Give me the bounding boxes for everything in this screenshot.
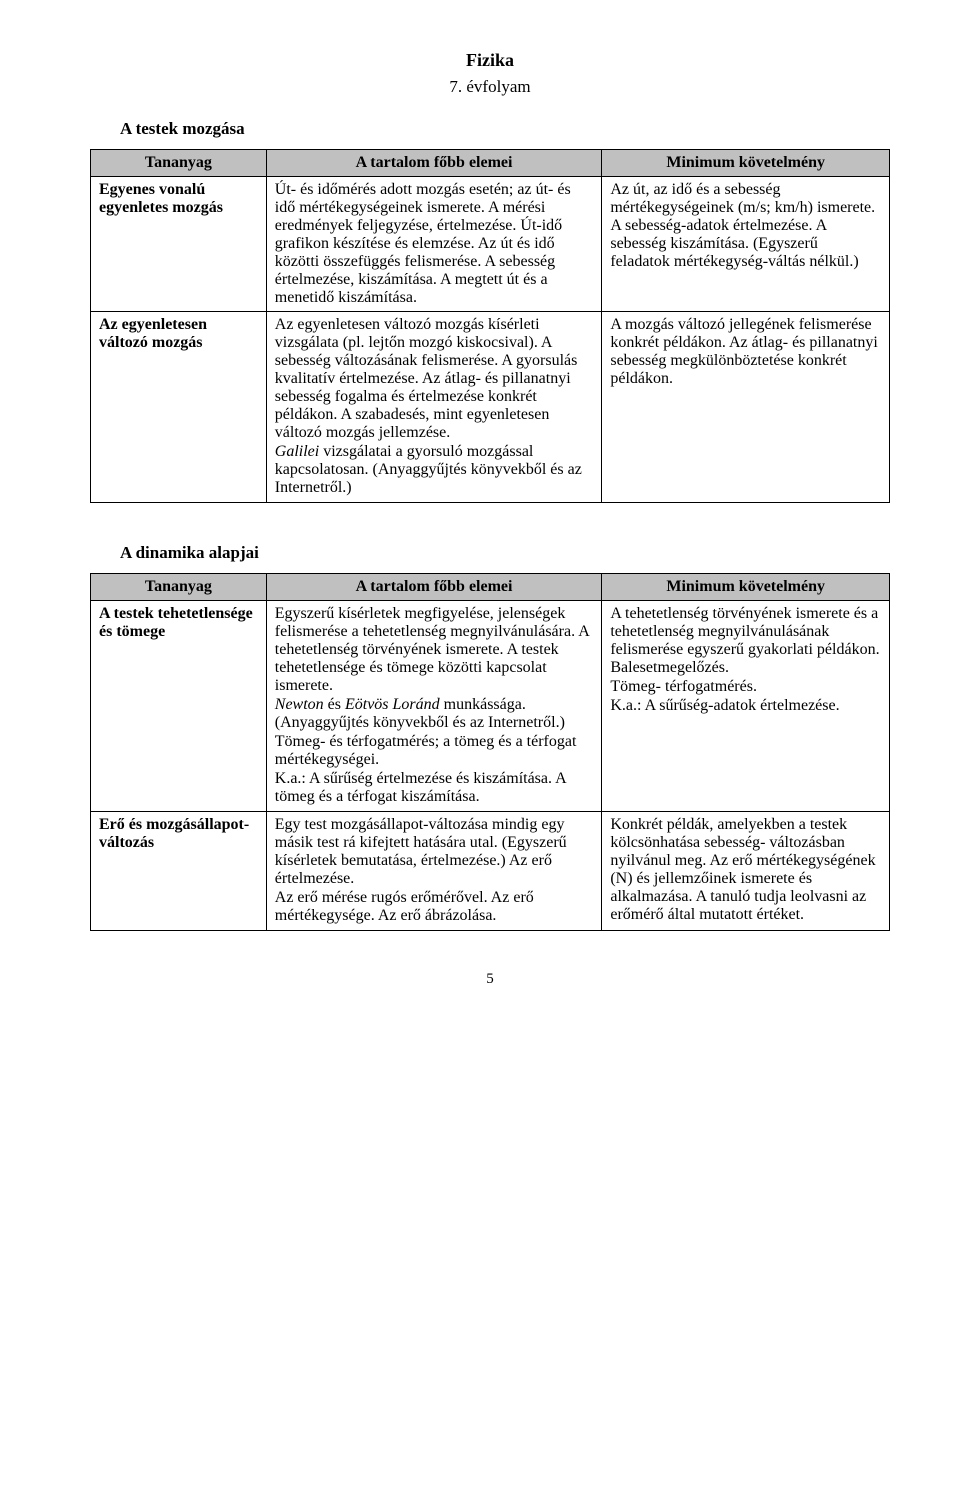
table-section1: Tananyag A tartalom főbb elemei Minimum … <box>90 149 890 503</box>
cell-tananyag: Az egyenletesen változó mozgás <box>91 312 267 503</box>
cell-text: Galilei vizsgálatai a gyorsuló mozgással… <box>275 443 594 497</box>
section1-heading: A testek mozgása <box>120 119 890 139</box>
table-header: Tananyag <box>91 150 267 177</box>
cell-text-span: és <box>324 696 345 713</box>
page-title: Fizika <box>90 50 890 71</box>
table-header: A tartalom főbb elemei <box>266 150 602 177</box>
table-row: Erő és mozgásállapot-változás Egy test m… <box>91 812 890 931</box>
italic-name: Newton <box>275 696 324 713</box>
cell-minimum: A mozgás változó jellegének felismerése … <box>602 312 890 503</box>
italic-name: Galilei <box>275 443 319 460</box>
page-number: 5 <box>90 971 890 988</box>
cell-minimum: A tehetetlenség törvényének ismerete és … <box>602 601 890 812</box>
cell-text: Tömeg- és térfogatmérés; a tömeg és a té… <box>275 733 594 769</box>
cell-text: Newton és Eötvös Loránd munkássága. (Any… <box>275 696 594 732</box>
table-section2: Tananyag A tartalom főbb elemei Minimum … <box>90 573 890 931</box>
cell-text: K.a.: A sűrűség-adatok értelmezése. <box>610 697 881 715</box>
cell-tartalom: Az egyenletesen változó mozgás kísérleti… <box>266 312 602 503</box>
cell-tananyag: Erő és mozgásállapot-változás <box>91 812 267 931</box>
table-header-row: Tananyag A tartalom főbb elemei Minimum … <box>91 574 890 601</box>
cell-tartalom: Egy test mozgásállapot-változása mindig … <box>266 812 602 931</box>
italic-name: Eötvös Loránd <box>345 696 440 713</box>
cell-minimum: Konkrét példák, amelyekben a testek kölc… <box>602 812 890 931</box>
cell-tartalom: Út- és időmérés adott mozgás esetén; az … <box>266 177 602 312</box>
cell-text: A tehetetlenség törvényének ismerete és … <box>610 605 881 677</box>
table-row: A testek tehetetlensége és tömege Egysze… <box>91 601 890 812</box>
table-row: Egyenes vonalú egyenletes mozgás Út- és … <box>91 177 890 312</box>
cell-text: Az egyenletesen változó mozgás kísérleti… <box>275 316 594 442</box>
cell-text: Tömeg- térfogatmérés. <box>610 678 881 696</box>
cell-tananyag: A testek tehetetlensége és tömege <box>91 601 267 812</box>
section2-heading: A dinamika alapjai <box>120 543 890 563</box>
cell-tananyag: Egyenes vonalú egyenletes mozgás <box>91 177 267 312</box>
table-header: Tananyag <box>91 574 267 601</box>
cell-text: K.a.: A sűrűség értelmezése és kiszámítá… <box>275 770 594 806</box>
cell-text: Egy test mozgásállapot-változása mindig … <box>275 816 594 888</box>
table-header: Minimum követelmény <box>602 150 890 177</box>
cell-text-span: vizsgálatai a gyorsuló mozgással kapcsol… <box>275 443 582 496</box>
table-header-row: Tananyag A tartalom főbb elemei Minimum … <box>91 150 890 177</box>
cell-tartalom: Egyszerű kísérletek megfigyelése, jelens… <box>266 601 602 812</box>
cell-minimum: Az út, az idő és a sebesség mértékegység… <box>602 177 890 312</box>
cell-text: Egyszerű kísérletek megfigyelése, jelens… <box>275 605 594 695</box>
table-header: Minimum követelmény <box>602 574 890 601</box>
table-header: A tartalom főbb elemei <box>266 574 602 601</box>
table-row: Az egyenletesen változó mozgás Az egyenl… <box>91 312 890 503</box>
page-subtitle: 7. évfolyam <box>90 77 890 97</box>
cell-text: Az erő mérése rugós erőmérővel. Az erő m… <box>275 889 594 925</box>
